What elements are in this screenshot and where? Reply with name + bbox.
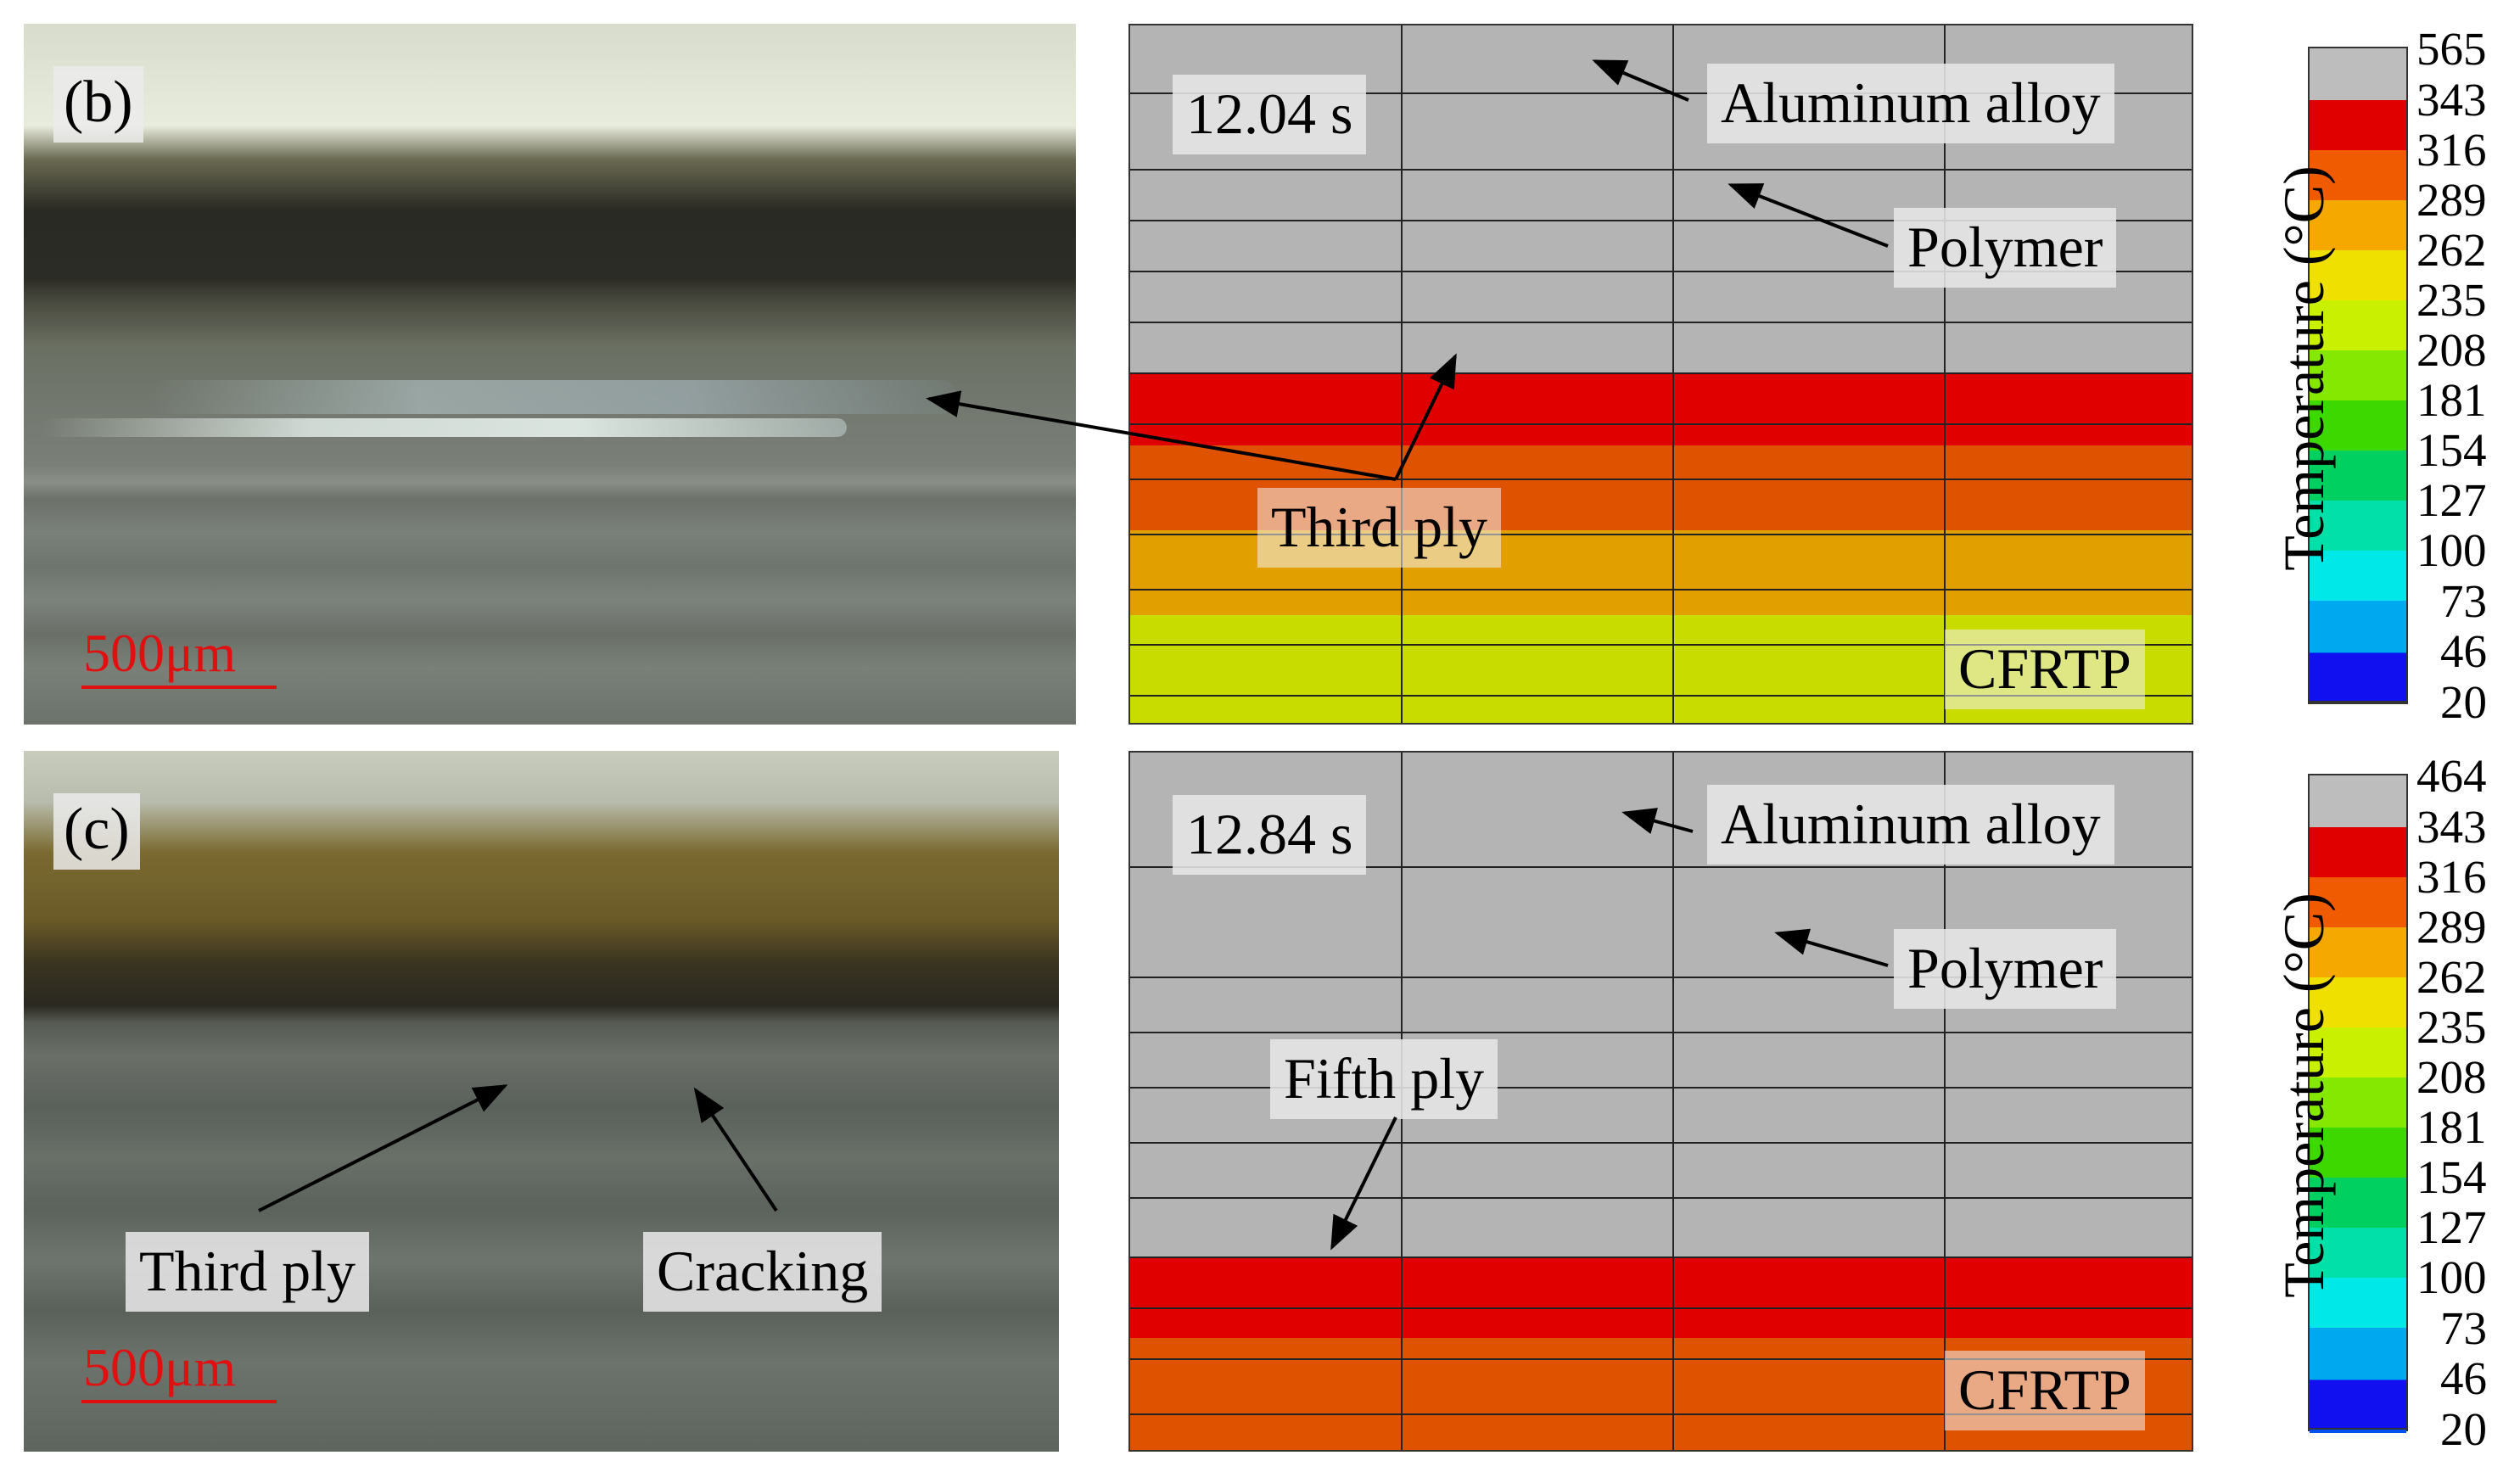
legend-c-tick-9: 127 <box>2416 1201 2487 1253</box>
micrograph-b-crack-highlight <box>41 418 847 437</box>
legend-b-tick-6: 208 <box>2416 324 2487 376</box>
legend-c-tick-12: 46 <box>2440 1352 2487 1404</box>
legend-c-tick-1: 343 <box>2416 801 2487 853</box>
legend-c-tick-4: 262 <box>2416 951 2487 1003</box>
simulation-b: 12.04 s Aluminum alloy Polymer Third ply… <box>1128 24 2193 725</box>
sim-b-cfrtp-label: CFRTP <box>1945 630 2145 709</box>
legend-b-tick-13: 20 <box>2440 676 2487 728</box>
legend-b-tick-4: 262 <box>2416 224 2487 276</box>
sim-b-layer-red <box>1130 373 2192 445</box>
sim-b-time: 12.04 s <box>1173 75 1367 154</box>
legend-b-swatch-8 <box>2310 451 2406 501</box>
legend-c-tick-10: 100 <box>2416 1251 2487 1303</box>
legend-c-swatch-10 <box>2310 1278 2406 1328</box>
legend-c-swatch-7 <box>2310 1128 2406 1178</box>
legend-b-colorbar <box>2308 47 2408 704</box>
legend-b-tick-5: 235 <box>2416 274 2487 326</box>
legend-b-swatch-5 <box>2310 300 2406 350</box>
arrow-c-cracking <box>693 1087 778 1212</box>
legend-b-tick-2: 316 <box>2416 124 2487 176</box>
sim-c-polymer-label: Polymer <box>1894 929 2117 1009</box>
simulation-c: 12.84 s Aluminum alloy Polymer Fifth ply… <box>1128 751 2193 1452</box>
scale-bar-b-text: 500μm <box>83 623 237 683</box>
legend-c-tick-6: 208 <box>2416 1051 2487 1103</box>
legend-c-swatch-4 <box>2310 977 2406 1027</box>
cracking-label: Cracking <box>643 1232 882 1312</box>
legend-c-swatch-1 <box>2310 827 2406 877</box>
legend-b-swatch-6 <box>2310 350 2406 400</box>
legend-b-tick-8: 154 <box>2416 424 2487 476</box>
legend-b-swatch-9 <box>2310 501 2406 551</box>
sim-c-layer-red <box>1130 1257 2192 1338</box>
legend-b-swatch-0 <box>2310 48 2406 100</box>
micrograph-c: (c) Third ply Cracking 500μm <box>24 751 1059 1452</box>
sim-b-aluminum-label: Aluminum alloy <box>1707 64 2114 143</box>
legend-b-tick-7: 181 <box>2416 374 2487 426</box>
legend-b-tick-9: 127 <box>2416 474 2487 526</box>
legend-c-tick-5: 235 <box>2416 1001 2487 1053</box>
legend-c-swatch-2 <box>2310 877 2406 927</box>
sim-c-aluminum-label: Aluminum alloy <box>1707 785 2114 865</box>
legend-b-swatch-2 <box>2310 150 2406 200</box>
legend-b-swatch-11 <box>2310 601 2406 652</box>
arrow-c-fifth-ply <box>1330 1117 1397 1251</box>
legend-b-swatch-3 <box>2310 200 2406 250</box>
legend-c-tick-13: 20 <box>2440 1403 2487 1455</box>
arrow-c-aluminum <box>1621 808 1694 834</box>
legend-c-swatch-3 <box>2310 927 2406 977</box>
legend-c-tick-2: 316 <box>2416 851 2487 903</box>
legend-c-swatch-8 <box>2310 1178 2406 1228</box>
arrow-b-ply-to-photo <box>926 390 1397 481</box>
legend-c-tick-3: 289 <box>2416 901 2487 953</box>
sim-c-ply-label: Fifth ply <box>1270 1039 1498 1119</box>
sim-c-cfrtp-label: CFRTP <box>1945 1351 2145 1430</box>
legend-c-swatch-0 <box>2310 775 2406 827</box>
panel-c-label: (c) <box>53 793 140 870</box>
micrograph-b-gap <box>151 380 957 414</box>
legend-c-tick-8: 154 <box>2416 1151 2487 1203</box>
scale-bar-c-text: 500μm <box>83 1337 237 1397</box>
legend-b-tick-11: 73 <box>2440 575 2487 627</box>
legend-b-swatch-1 <box>2310 100 2406 150</box>
legend-b-swatch-13 <box>2308 653 2408 702</box>
legend-c-tick-7: 181 <box>2416 1101 2487 1153</box>
panel-b-label: (b) <box>53 66 143 143</box>
sim-b-polymer-label: Polymer <box>1894 208 2117 288</box>
legend-c-swatch-5 <box>2310 1027 2406 1077</box>
legend-c-swatch-11 <box>2310 1328 2406 1380</box>
arrow-b-ply-up <box>1394 353 1457 480</box>
legend-c-swatch-13 <box>2308 1380 2408 1430</box>
legend-c-tick-11: 73 <box>2440 1302 2487 1354</box>
legend-b-tick-3: 289 <box>2416 174 2487 226</box>
arrow-c-third-ply <box>258 1084 508 1212</box>
photo-third-ply-label: Third ply <box>126 1232 369 1312</box>
arrow-b-polymer <box>1728 183 1889 248</box>
legend-b-tick-0: 565 <box>2416 23 2487 75</box>
sim-c-time: 12.84 s <box>1173 795 1367 875</box>
legend-b-swatch-10 <box>2310 551 2406 601</box>
legend-c-swatch-6 <box>2310 1077 2406 1128</box>
micrograph-b: (b) 500μm <box>24 24 1076 725</box>
arrow-b-aluminum <box>1592 59 1689 102</box>
legend-b-swatch-7 <box>2310 400 2406 451</box>
legend-c-swatch-9 <box>2310 1228 2406 1278</box>
legend-b-tick-12: 46 <box>2440 625 2487 677</box>
legend-b-swatch-4 <box>2310 250 2406 300</box>
legend-b-tick-1: 343 <box>2416 74 2487 126</box>
sim-b-ply-label: Third ply <box>1257 488 1501 568</box>
legend-b-tick-10: 100 <box>2416 524 2487 576</box>
scale-bar-b <box>81 686 277 689</box>
arrow-c-polymer <box>1774 928 1889 967</box>
scale-bar-c <box>81 1400 277 1403</box>
legend-c-tick-0: 464 <box>2416 750 2487 802</box>
